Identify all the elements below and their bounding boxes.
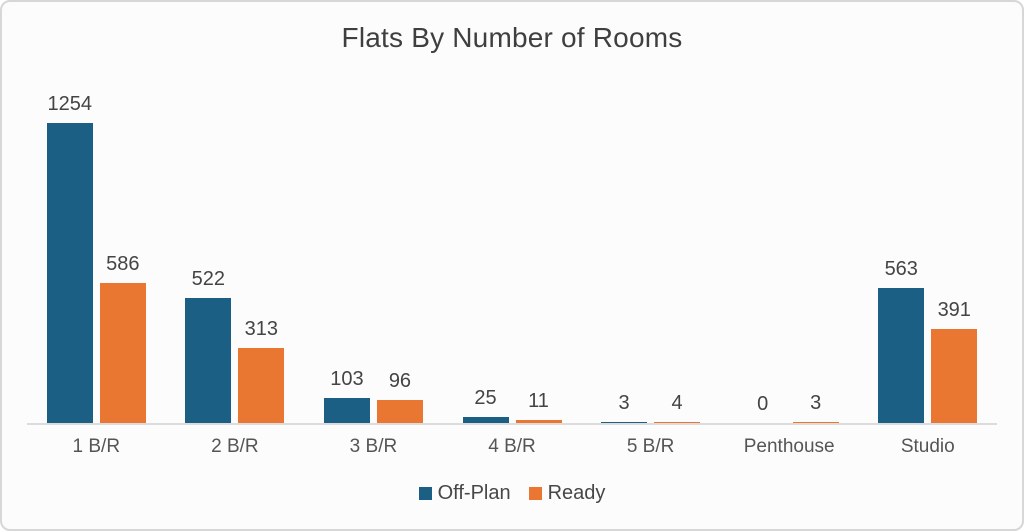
bar-off-plan — [323, 398, 370, 423]
bar-value-label: 96 — [388, 370, 412, 393]
bar-value-label: 563 — [884, 258, 918, 281]
legend-item-off-plan: Off-Plan — [418, 482, 511, 505]
legend-item-ready: Ready — [528, 482, 606, 505]
bar-with-label: 11 — [515, 389, 562, 423]
bar-value-label: 313 — [244, 318, 279, 341]
category-label: 4 B/R — [488, 436, 536, 457]
legend-swatch-off-plan — [418, 487, 432, 500]
bar-ready — [931, 329, 978, 423]
bar-ready — [99, 282, 146, 423]
bar-off-plan — [462, 417, 509, 423]
bar-off-plan — [878, 288, 925, 423]
category-label: 3 B/R — [349, 436, 398, 457]
bar-with-label: 103 — [323, 367, 370, 423]
bar-value-label: 0 — [757, 393, 769, 415]
bar-with-label: 96 — [376, 369, 423, 423]
category-label: Studio — [900, 436, 955, 457]
bar-ready — [376, 400, 423, 423]
x-axis-line — [27, 423, 997, 425]
bar-off-plan — [185, 298, 232, 423]
category-label: Penthouse — [743, 436, 835, 457]
bar-with-label: 586 — [99, 252, 146, 423]
category-label: 5 B/R — [626, 436, 675, 457]
legend: Off-Plan Ready — [2, 482, 1022, 505]
bar-group: 522 313 — [166, 267, 305, 423]
bar-value-label: 522 — [191, 268, 226, 291]
bar-value-label: 1254 — [47, 93, 93, 115]
bar-value-label: 3 — [810, 392, 822, 415]
bar-with-label: 25 — [462, 386, 509, 423]
bar-with-label: 1254 — [46, 92, 93, 423]
bar-with-label: 3 — [601, 391, 648, 423]
bar-with-label: 391 — [931, 298, 978, 423]
bar-ready — [238, 348, 285, 423]
bar-with-label: 522 — [185, 267, 232, 423]
category-label: 2 B/R — [211, 436, 259, 457]
legend-label-off-plan: Off-Plan — [437, 482, 511, 504]
bar-with-label: 563 — [878, 257, 925, 423]
bar-off-plan — [46, 123, 93, 423]
bar-value-label: 25 — [474, 387, 497, 410]
legend-swatch-ready — [528, 487, 542, 500]
bar-ready — [654, 422, 701, 423]
bar-group: 1254 586 — [27, 92, 166, 423]
bar-group: 25 11 — [443, 386, 582, 423]
bar-value-label: 103 — [330, 368, 364, 391]
bar-with-label: 313 — [238, 317, 285, 423]
bar-value-label: 3 — [618, 392, 630, 415]
bar-ready — [515, 420, 562, 423]
bar-value-label: 586 — [106, 252, 140, 275]
plot-area: 1254 586 522 313 103 96 25 11 3 4 0 3 563 391 — [27, 92, 997, 423]
bar-value-label: 11 — [528, 390, 549, 413]
bar-group: 103 96 — [304, 367, 443, 423]
bar-off-plan — [601, 422, 648, 423]
bar-with-label: 3 — [792, 391, 839, 423]
bar-with-label: 4 — [654, 391, 701, 423]
bar-with-label: 0 — [740, 392, 786, 423]
category-label: 1 B/R — [72, 436, 121, 457]
bar-value-label: 4 — [671, 392, 683, 415]
bar-ready — [792, 422, 839, 423]
bar-value-label: 391 — [937, 299, 971, 322]
bar-group: 563 391 — [858, 257, 997, 423]
legend-label-ready: Ready — [547, 482, 606, 504]
category-axis-labels: 1 B/R 2 B/R 3 B/R 4 B/R 5 B/R Penthouse Studio — [27, 436, 997, 458]
chart-title: Flats By Number of Rooms — [341, 22, 683, 53]
